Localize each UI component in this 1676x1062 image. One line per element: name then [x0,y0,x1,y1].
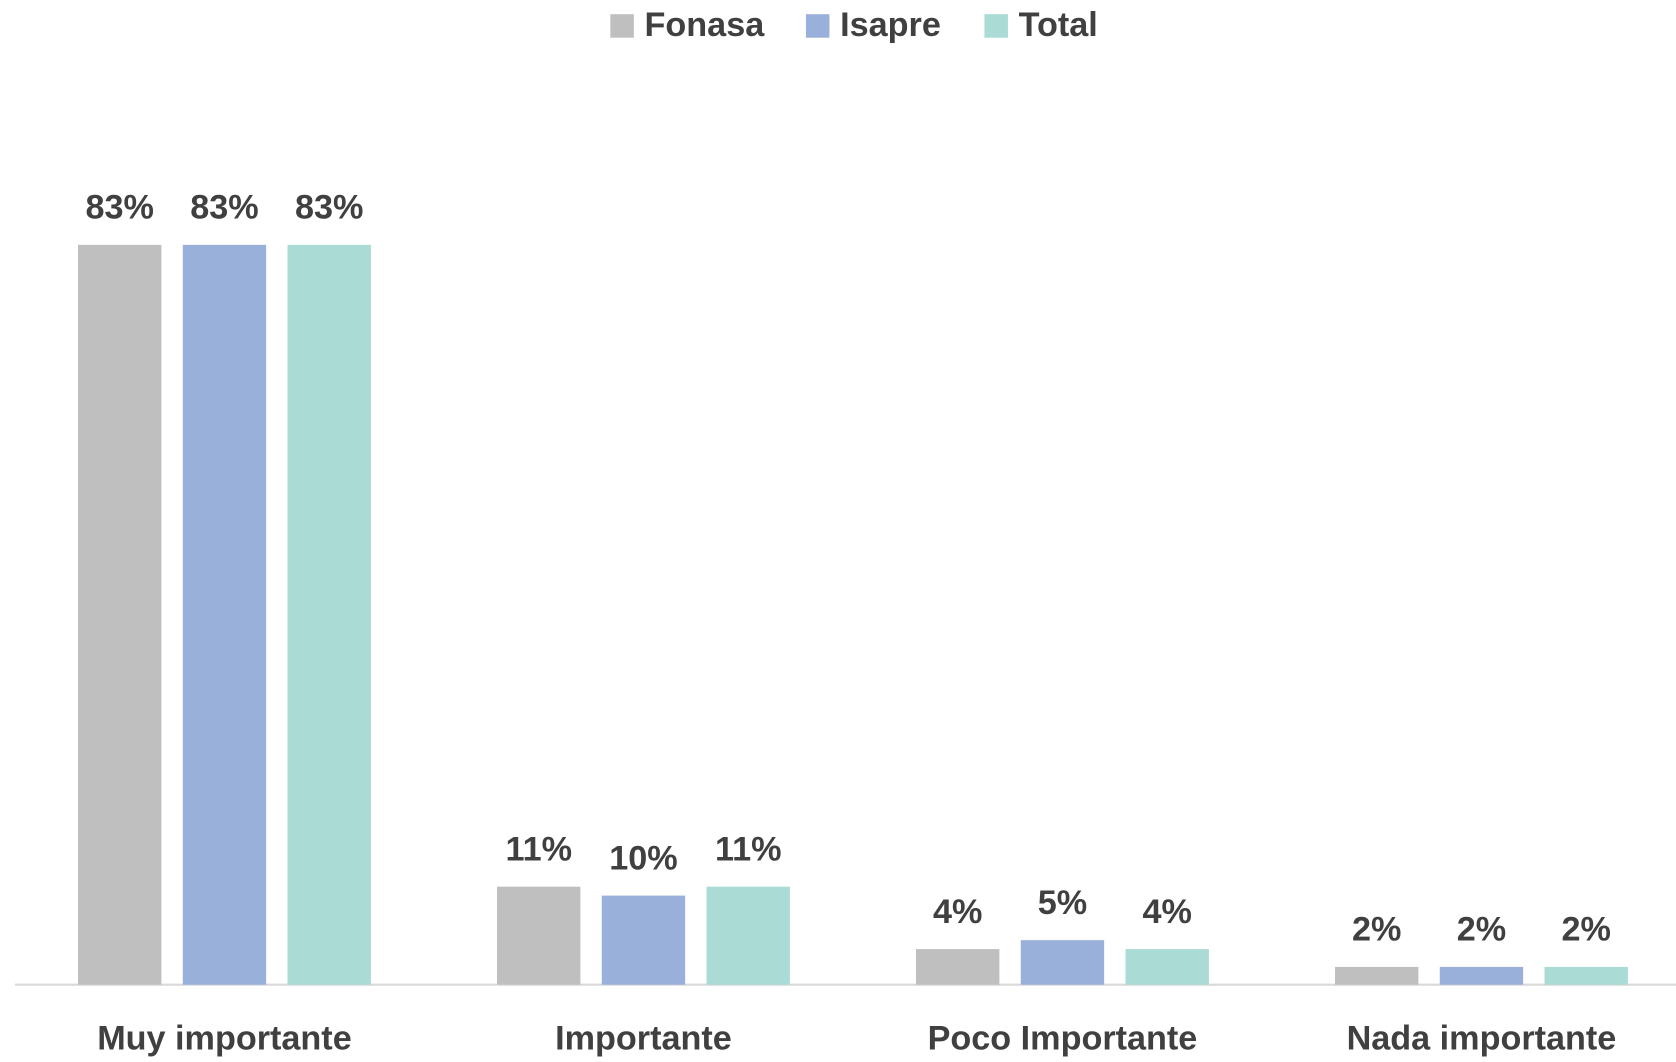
data-label: 4% [1143,893,1192,931]
bar [1439,966,1524,985]
legend-swatch [610,14,634,38]
data-label: 11% [505,830,572,868]
legend-label: Isapre [840,6,941,44]
data-label: 83% [190,189,258,227]
data-label: 83% [295,189,363,227]
legend-swatch [984,14,1008,38]
data-label: 2% [1457,911,1506,949]
bar [1020,940,1105,985]
data-label: 5% [1038,884,1087,922]
legend-label: Total [1019,6,1098,44]
x-tick-label: Nada importante [1347,1019,1617,1057]
bar [1125,949,1209,985]
legend-swatch [805,14,830,38]
x-tick-label: Poco Importante [928,1019,1198,1057]
x-tick-label: Muy importante [97,1019,352,1057]
bar [916,949,1000,985]
bar [287,244,371,985]
bar [601,895,686,985]
data-label: 83% [85,189,153,227]
bar [706,886,790,985]
bar [182,244,267,985]
bar [78,244,162,985]
data-label: 2% [1352,911,1401,949]
bar [1544,966,1628,985]
data-label: 2% [1562,911,1611,949]
legend-label: Fonasa [645,6,766,44]
x-tick-label: Importante [555,1019,732,1057]
bar [1335,966,1419,985]
data-label: 11% [715,830,782,868]
data-label: 4% [933,893,982,931]
bar [497,886,581,985]
data-label: 10% [609,839,677,877]
